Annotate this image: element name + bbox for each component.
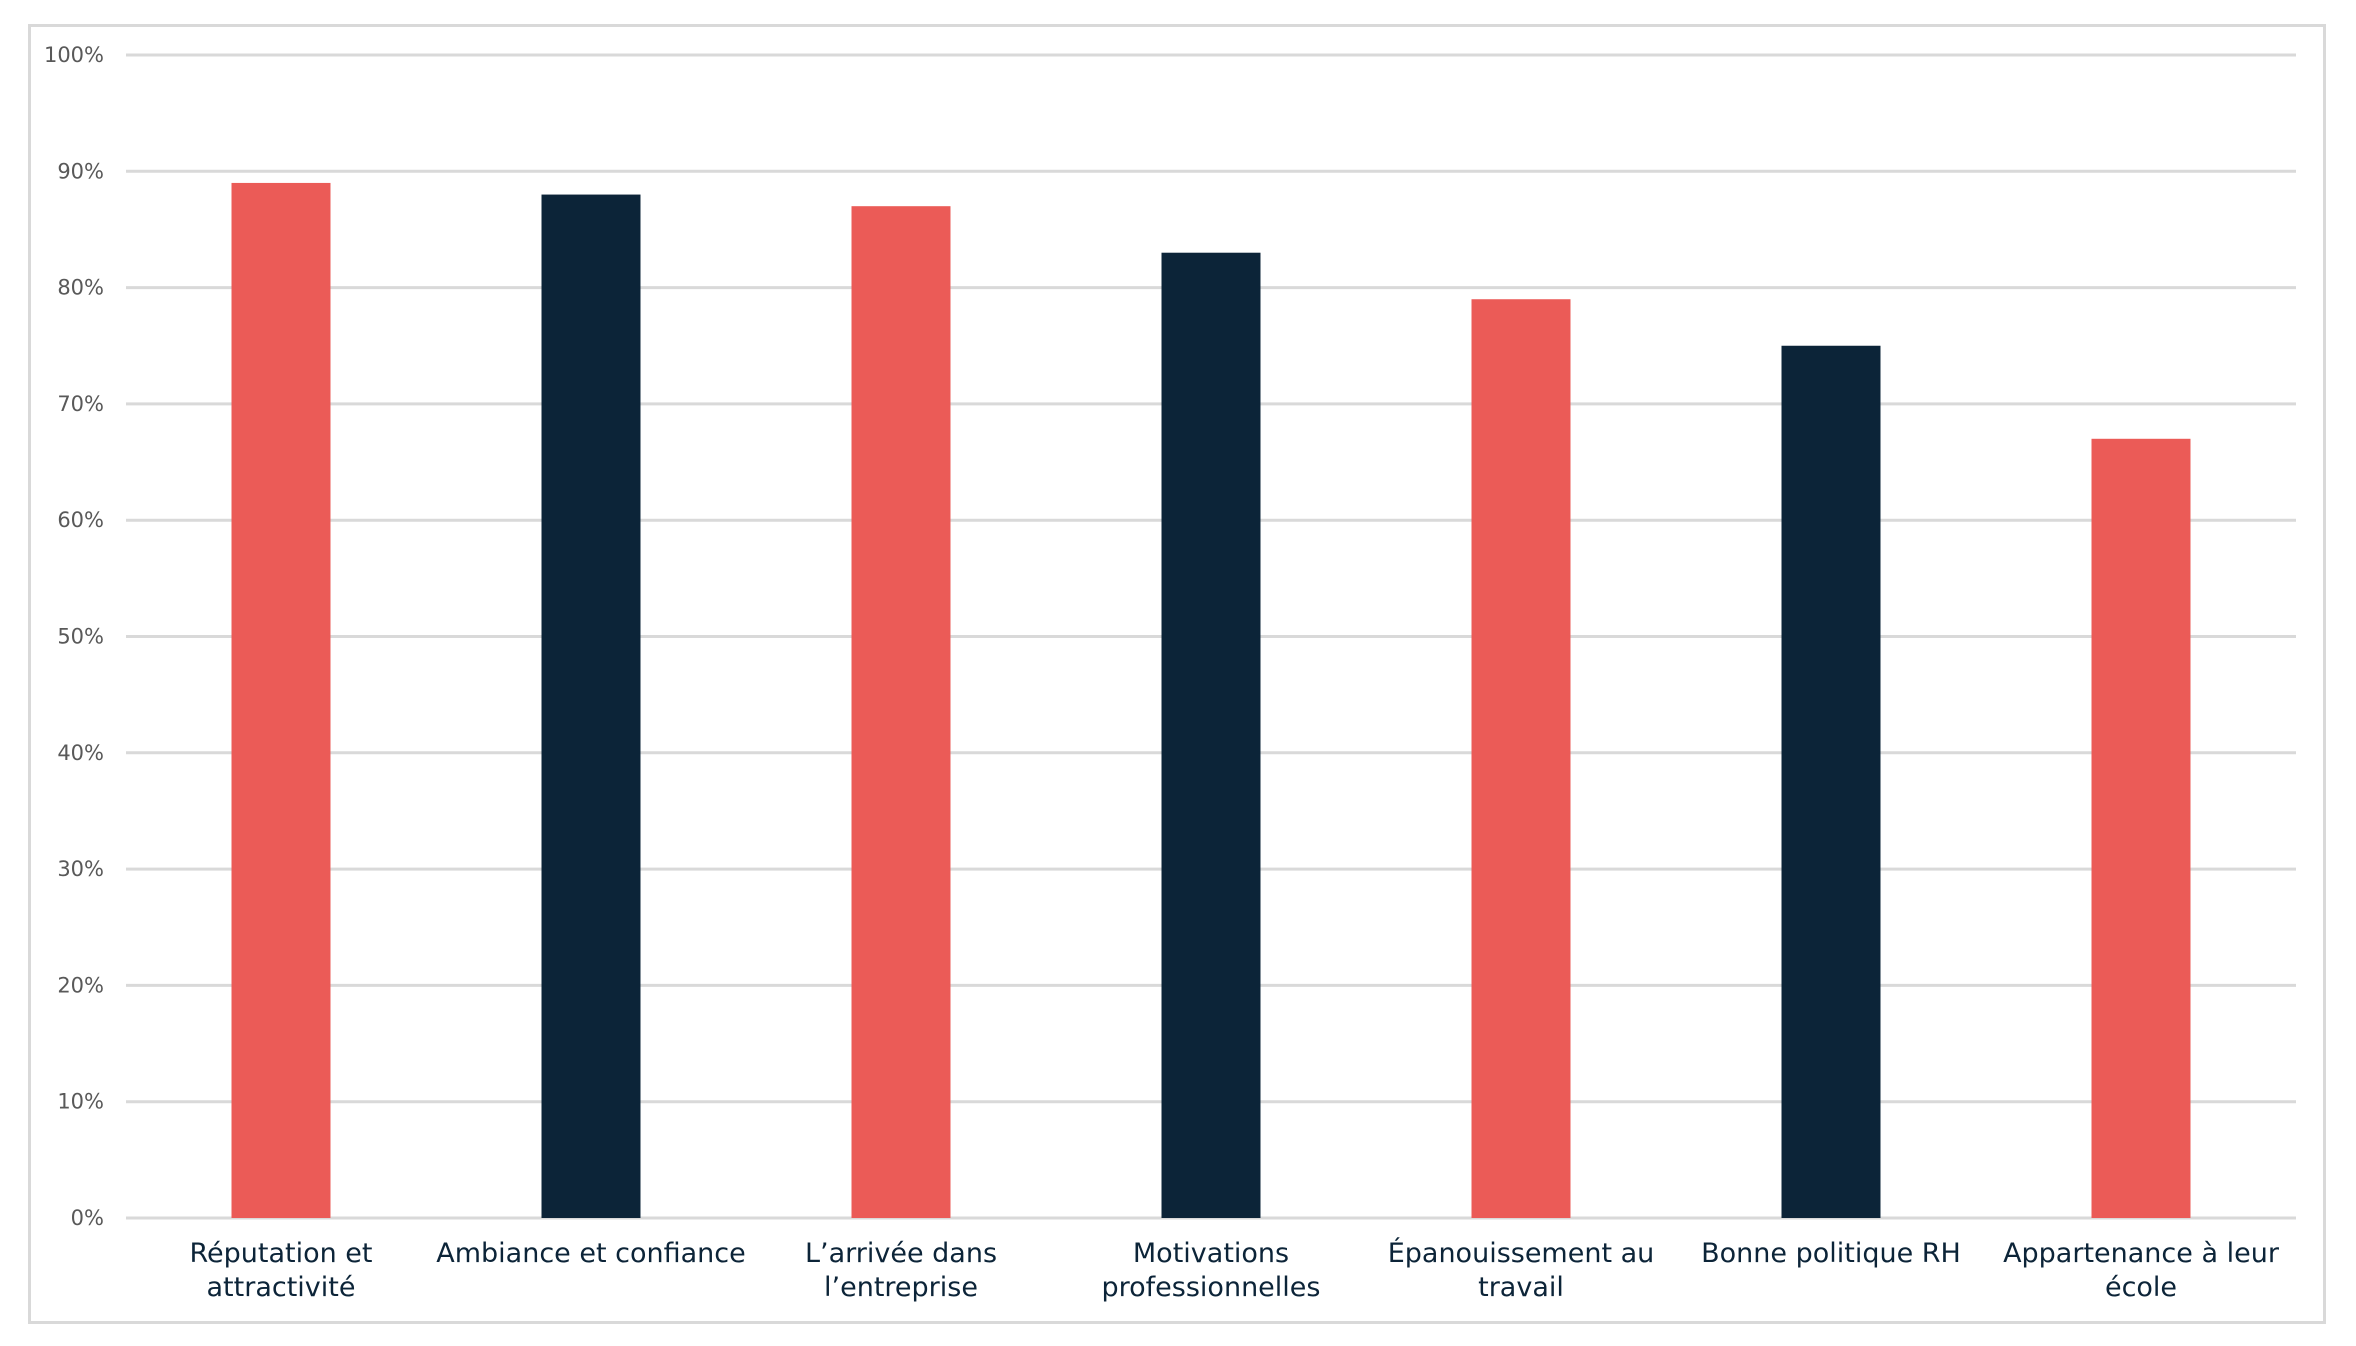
bar <box>851 206 951 1218</box>
x-category-label: Appartenance à leur école <box>2003 1238 2280 1303</box>
y-tick-label: 70% <box>57 392 104 416</box>
x-category-label: Bonne politique RH <box>1701 1238 1961 1269</box>
x-axis-category-labels: Réputation et attractivité Ambiance et con… <box>189 1237 2279 1303</box>
x-category-label: Ambiance et confiance <box>436 1238 746 1269</box>
bar <box>1161 252 1261 1218</box>
y-axis-tick-labels: 0% 10% 20% 30% 40% 50% 60% 70% 80% 90% 100% <box>44 43 104 1230</box>
y-tick-label: 0% <box>71 1206 104 1230</box>
bar <box>1471 299 1571 1219</box>
y-tick-label: 80% <box>57 276 104 300</box>
bar <box>2091 438 2191 1218</box>
y-tick-label: 50% <box>57 625 104 649</box>
y-tick-label: 60% <box>57 508 104 532</box>
bars <box>231 182 2191 1219</box>
y-tick-label: 90% <box>57 159 104 183</box>
bar <box>1781 345 1881 1218</box>
x-category-label: L’arrivée dans l’entreprise <box>805 1238 997 1303</box>
y-tick-label: 30% <box>57 857 104 881</box>
y-tick-label: 10% <box>57 1090 104 1114</box>
x-category-label: Motivations professionnelles <box>1102 1238 1321 1303</box>
x-category-label: Réputation et attractivité <box>189 1238 372 1303</box>
y-tick-label: 40% <box>57 741 104 765</box>
bar <box>541 194 641 1218</box>
y-tick-label: 20% <box>57 973 104 997</box>
bar <box>231 182 331 1219</box>
y-tick-label: 100% <box>44 43 104 67</box>
x-category-label: Épanouissement au travail <box>1388 1237 1655 1303</box>
